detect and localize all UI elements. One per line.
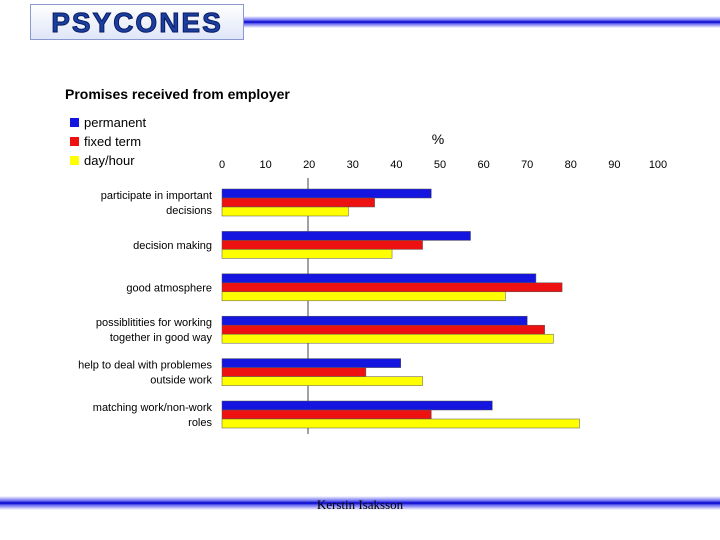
x-tick-label: 70 bbox=[521, 159, 533, 171]
x-tick-label: 20 bbox=[303, 159, 315, 171]
x-tick-label: 60 bbox=[477, 159, 489, 171]
x-tick-label: 30 bbox=[347, 159, 359, 171]
category-label: roles bbox=[188, 417, 212, 429]
category-label: outside work bbox=[150, 375, 212, 387]
category-label: possiblitities for working bbox=[96, 317, 212, 329]
legend-swatch-day-hour bbox=[70, 156, 79, 165]
x-tick-label: 100 bbox=[649, 159, 667, 171]
bar-day-hour bbox=[222, 377, 423, 386]
legend-swatch-permanent bbox=[70, 118, 79, 127]
x-axis-label: % bbox=[432, 131, 444, 147]
bar-permanent bbox=[222, 401, 492, 410]
category-label: help to deal with problemes bbox=[78, 360, 212, 372]
x-tick-label: 10 bbox=[259, 159, 271, 171]
bar-fixed-term bbox=[222, 410, 431, 419]
bar-chart: Promises received from employer permanent… bbox=[0, 0, 720, 540]
category-label: good atmosphere bbox=[126, 282, 212, 294]
category-label: together in good way bbox=[110, 332, 213, 344]
bar-permanent bbox=[222, 274, 536, 283]
bar-fixed-term bbox=[222, 198, 375, 207]
bar-day-hour bbox=[222, 419, 580, 428]
bar-day-hour bbox=[222, 249, 392, 258]
x-tick-label: 50 bbox=[434, 159, 446, 171]
bar-permanent bbox=[222, 359, 401, 368]
legend-label-day-hour: day/hour bbox=[84, 153, 135, 168]
bar-fixed-term bbox=[222, 368, 366, 377]
chart-title: Promises received from employer bbox=[65, 86, 290, 102]
category-label: decision making bbox=[133, 240, 212, 252]
category-label: decisions bbox=[166, 205, 212, 217]
bar-day-hour bbox=[222, 292, 505, 301]
legend-swatch-fixed-term bbox=[70, 137, 79, 146]
x-tick-label: 90 bbox=[608, 159, 620, 171]
x-tick-label: 80 bbox=[565, 159, 577, 171]
bar-permanent bbox=[222, 231, 471, 240]
legend-label-permanent: permanent bbox=[84, 115, 147, 130]
bar-day-hour bbox=[222, 207, 348, 216]
bar-day-hour bbox=[222, 334, 553, 343]
footer-author: Kerstin Isaksson bbox=[0, 497, 720, 513]
bar-permanent bbox=[222, 189, 431, 198]
x-tick-label: 0 bbox=[219, 159, 225, 171]
x-tick-label: 40 bbox=[390, 159, 402, 171]
category-label: participate in important bbox=[101, 190, 212, 202]
bar-permanent bbox=[222, 316, 527, 325]
bar-fixed-term bbox=[222, 240, 423, 249]
legend-label-fixed-term: fixed term bbox=[84, 134, 141, 149]
bar-fixed-term bbox=[222, 283, 562, 292]
category-label: matching work/non-work bbox=[93, 402, 213, 414]
bar-fixed-term bbox=[222, 325, 545, 334]
